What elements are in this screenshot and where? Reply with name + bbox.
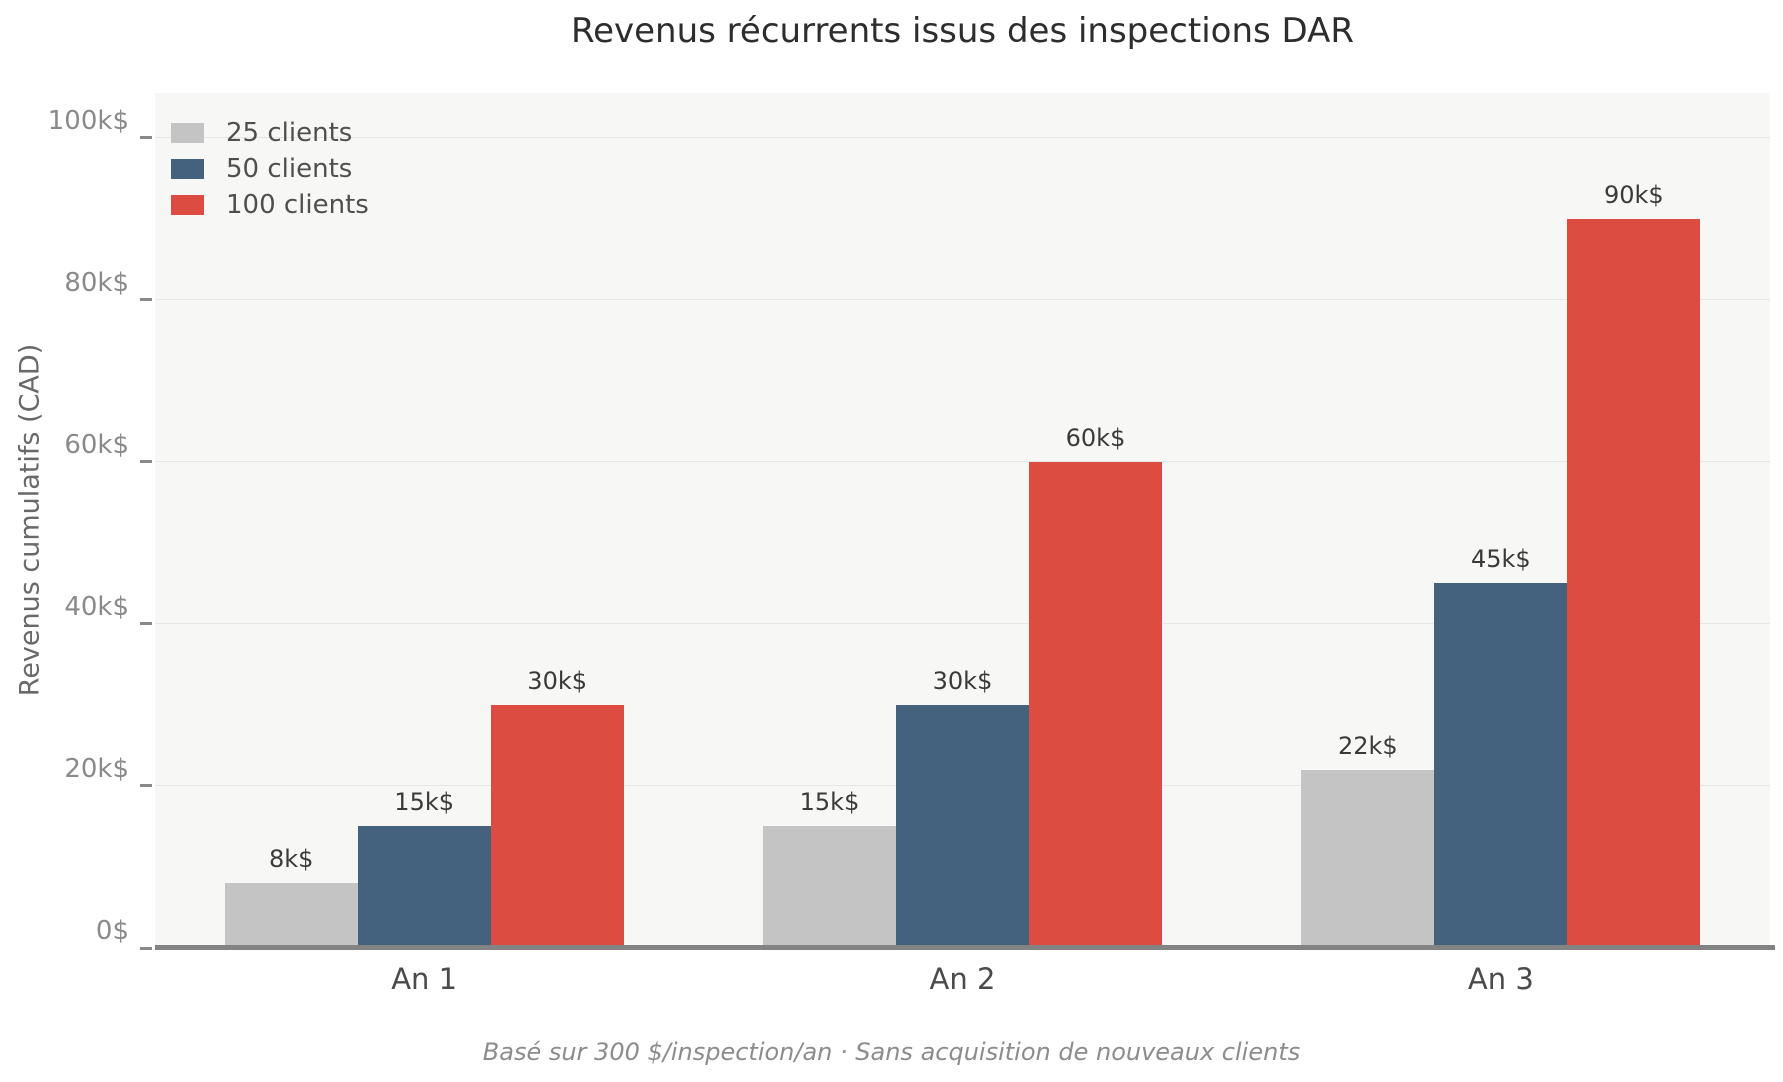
bar-An3-50clients — [1434, 583, 1568, 948]
bar-value-label: 15k$ — [394, 788, 455, 817]
bar-value-label: 22k$ — [1337, 731, 1398, 760]
bar-An2-25clients — [763, 826, 896, 948]
chart-title: Revenus récurrents issus des inspections… — [571, 11, 1354, 51]
legend-swatch — [171, 159, 204, 179]
y-tick-label: 0$ — [95, 916, 129, 946]
y-tick-label: 20k$ — [64, 753, 129, 784]
bar-An3-25clients — [1301, 769, 1435, 948]
bar-value-label: 30k$ — [527, 666, 588, 695]
y-tick-mark — [140, 946, 152, 950]
bar-value-label: 8k$ — [268, 845, 314, 874]
x-axis-baseline — [155, 945, 1775, 950]
legend-item: 25 clients — [171, 115, 369, 151]
legend-item: 50 clients — [171, 151, 369, 187]
bar-An1-25clients — [224, 883, 358, 948]
bar-value-label: 45k$ — [1470, 545, 1531, 574]
bar-value-label: 30k$ — [932, 666, 993, 695]
plot-area: 0$ 20k$ 40k$ 60k$ 80k$ 100k$ 8k$ 15k$ 30k$ 15k$ 3… — [48, 93, 1775, 996]
y-tick-label: 40k$ — [64, 591, 129, 622]
legend-item-label: 50 clients — [226, 154, 353, 184]
y-tick-mark — [140, 622, 152, 626]
bar-An1-100clients — [490, 704, 624, 948]
gridline-60k$ — [155, 461, 1770, 463]
gridline-80k$ — [155, 299, 1770, 301]
legend-item: 100 clients — [171, 187, 369, 223]
gridline-100k$ — [155, 137, 1770, 139]
y-tick-mark — [140, 460, 152, 464]
y-tick-mark — [140, 298, 152, 302]
x-category-label: An 3 — [1467, 962, 1534, 996]
bar-value-label: 15k$ — [799, 788, 860, 817]
legend-swatch — [171, 195, 204, 215]
legend: 25 clients 50 clients 100 clients — [171, 115, 369, 223]
bar-An1-50clients — [357, 826, 491, 948]
y-axis-title: Revenus cumulatifs (CAD) — [14, 343, 46, 697]
x-category-label: An 1 — [391, 962, 458, 996]
legend-item-label: 25 clients — [226, 118, 353, 148]
gridline-40k$ — [155, 623, 1770, 625]
bar-value-label: 60k$ — [1065, 423, 1126, 452]
y-tick-mark — [140, 784, 152, 788]
legend-item-label: 100 clients — [226, 190, 369, 220]
bar-value-label: 90k$ — [1603, 180, 1664, 209]
y-tick-mark — [140, 136, 152, 140]
y-tick-label: 80k$ — [64, 267, 129, 298]
x-category-label: An 2 — [929, 962, 996, 996]
footnote: Basé sur 300 $/inspection/an · Sans acqu… — [482, 1038, 1301, 1066]
bar-An2-50clients — [896, 704, 1029, 948]
bar-An3-100clients — [1567, 218, 1701, 948]
bar-An2-100clients — [1029, 461, 1162, 948]
y-tick-label: 60k$ — [64, 429, 129, 460]
legend-swatch — [171, 123, 204, 143]
y-tick-label: 100k$ — [47, 105, 129, 136]
